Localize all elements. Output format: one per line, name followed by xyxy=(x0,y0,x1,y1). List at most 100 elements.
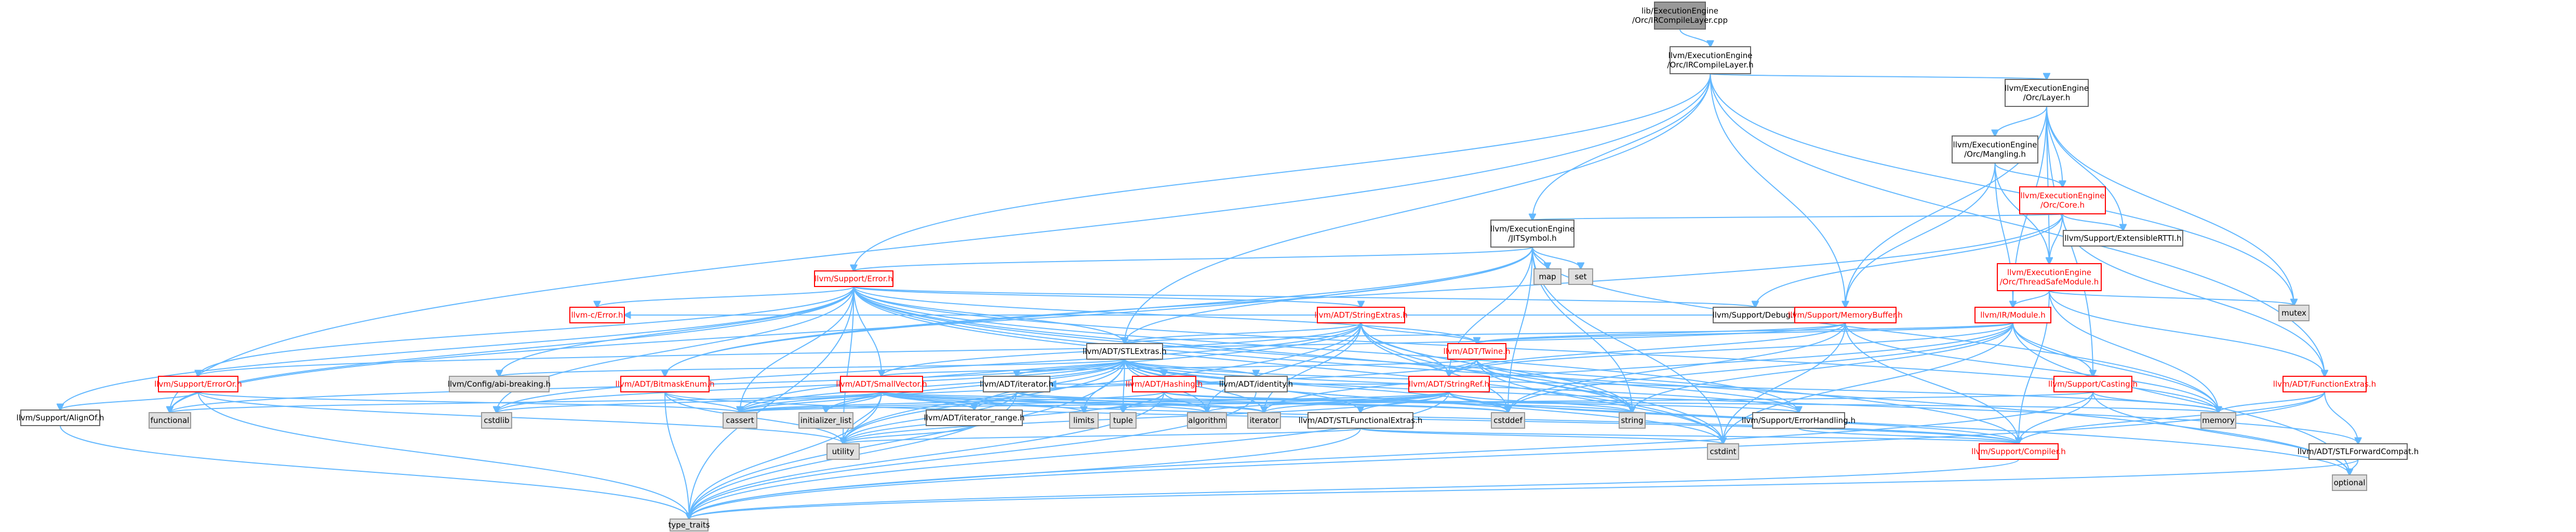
edge-errhandling-to-compiler xyxy=(1798,428,2019,444)
node-strext[interactable]: llvm/ADT/StringExtras.h xyxy=(1314,307,1408,323)
node-stlfunc[interactable]: llvm/ADT/STLFunctionalExtras.h xyxy=(1299,412,1423,429)
edge-stringref-to-limits xyxy=(1084,391,1450,413)
node-irmod[interactable]: llvm/IR/Module.h xyxy=(1974,307,2051,323)
node-label: llvm/Support/Debug.h xyxy=(1713,310,1798,320)
node-erroror[interactable]: llvm/Support/ErrorOr.h xyxy=(154,376,242,392)
node-label: llvm/Support/AlignOf.h xyxy=(16,413,104,422)
edge-error-to-erroror xyxy=(198,286,855,376)
node-label: llvm/ExecutionEngine xyxy=(2021,191,2105,200)
node-extrtti[interactable]: llvm/Support/ExtensibleRTTI.h xyxy=(2063,230,2183,247)
edge-core-to-tsm xyxy=(2049,213,2063,264)
node-functional: functional xyxy=(149,412,191,429)
node-mangling[interactable]: llvm/ExecutionEngine/Orc/Mangling.h xyxy=(1952,135,2038,163)
edge-error-to-string xyxy=(853,286,1633,413)
edge-twine-to-cassert xyxy=(740,359,1477,413)
node-label: llvm/ADT/iterator_range.h xyxy=(924,413,1024,423)
node-box xyxy=(2283,376,2367,392)
node-twine[interactable]: llvm/ADT/Twine.h xyxy=(1443,343,1511,360)
edge-error-to-functional xyxy=(170,286,855,413)
node-itrange[interactable]: llvm/ADT/iterator_range.h xyxy=(924,410,1025,426)
node-box xyxy=(1247,412,1281,429)
node-box xyxy=(1952,135,2038,163)
node-box xyxy=(449,376,550,392)
edge-ircl-to-layer xyxy=(1710,74,2047,79)
edge-erroror-to-cassert xyxy=(197,391,740,413)
node-smallvec[interactable]: llvm/ADT/SmallVector.h xyxy=(836,376,927,392)
edge-erroror-to-typetraits xyxy=(197,391,689,519)
node-memory: memory xyxy=(2200,412,2236,429)
node-label: memory xyxy=(2202,416,2235,425)
node-label: initializer_list xyxy=(800,416,851,426)
node-box xyxy=(1997,263,2102,291)
node-adtiter[interactable]: llvm/ADT/iterator.h xyxy=(980,376,1053,392)
edge-twine-to-errhandling xyxy=(1476,359,1799,413)
node-cerror[interactable]: llvm-c/Error.h xyxy=(569,307,625,323)
edge-jitsym-to-error xyxy=(854,247,1533,271)
node-label: optional xyxy=(2334,478,2366,487)
edge-mangling-to-membuf xyxy=(1846,162,1996,307)
edge-strext-to-string xyxy=(1360,322,1632,413)
edge-ircl-to-functional xyxy=(170,73,1711,413)
edge-smallvec-to-memory xyxy=(881,391,2219,413)
edge-stringref-to-cassert xyxy=(740,391,1450,413)
node-label: tuple xyxy=(1113,416,1133,425)
edge-layer xyxy=(60,29,2358,519)
edge-irmod-to-iterator xyxy=(1264,322,2013,413)
edge-funcext-to-stlfwd xyxy=(2324,391,2358,444)
node-label: algorithm xyxy=(1188,416,1225,425)
node-stlfwd[interactable]: llvm/ADT/STLForwardCompat.h xyxy=(2298,443,2419,460)
edge-strext-to-utility xyxy=(843,322,1362,444)
node-layer[interactable]: llvm/ExecutionEngine/Orc/Layer.h xyxy=(2005,79,2089,107)
node-jitsym[interactable]: llvm/ExecutionEngine/JITSymbol.h xyxy=(1490,220,1574,248)
node-bitmask[interactable]: llvm/ADT/BitmaskEnum.h xyxy=(616,376,715,392)
edge-error-to-optional xyxy=(853,286,2350,475)
edge-irmod-to-string xyxy=(1632,322,2013,413)
edge-error-to-debug xyxy=(853,286,1756,307)
edge-casting-to-optional xyxy=(2092,391,2350,475)
node-ircl[interactable]: llvm/ExecutionEngine/Orc/IRCompileLayer.… xyxy=(1667,46,1754,74)
node-stlext[interactable]: llvm/ADT/STLExtras.h xyxy=(1083,343,1167,360)
node-label: cassert xyxy=(726,416,754,425)
node-core[interactable]: llvm/ExecutionEngine/Orc/Core.h xyxy=(2019,186,2106,214)
node-label: string xyxy=(1621,416,1643,425)
node-stringref[interactable]: llvm/ADT/StringRef.h xyxy=(1408,376,1490,392)
node-box xyxy=(2063,230,2183,247)
node-error[interactable]: llvm/Support/Error.h xyxy=(814,270,893,287)
edge-bitmask-to-typetraits xyxy=(664,391,689,519)
edge-error-to-confbreak xyxy=(499,286,855,376)
node-iterator: iterator xyxy=(1247,412,1281,429)
node-label: llvm/ExecutionEngine xyxy=(1490,224,1574,234)
node-cstdint: cstdint xyxy=(1707,443,1739,460)
node-membuf[interactable]: llvm/Support/MemoryBuffer.h xyxy=(1788,307,1903,323)
node-box xyxy=(723,412,757,429)
node-alignof[interactable]: llvm/Support/AlignOf.h xyxy=(16,410,104,426)
node-label: llvm/ExecutionEngine xyxy=(2005,84,2089,93)
edge-erroror-to-alignof xyxy=(60,391,199,410)
node-box xyxy=(1654,2,1706,30)
node-label: /Orc/IRCompileLayer.cpp xyxy=(1632,16,1728,25)
node-identity[interactable]: llvm/ADT/identity.h xyxy=(1219,376,1293,392)
node-box xyxy=(1670,46,1751,74)
edge-error-to-cerror xyxy=(597,286,855,307)
node-errhandling[interactable]: llvm/Support/ErrorHandling.h xyxy=(1742,412,1856,429)
edge-membuf-to-twine xyxy=(1477,322,1846,344)
node-label: llvm/ADT/STLFunctionalExtras.h xyxy=(1299,416,1423,425)
node-compiler[interactable]: llvm/Support/Compiler.h xyxy=(1971,443,2066,460)
node-cstdlib: cstdlib xyxy=(481,412,512,429)
edge-smallvec-to-itrange xyxy=(881,391,975,410)
node-casting[interactable]: llvm/Support/Casting.h xyxy=(2048,376,2138,392)
node-funcext[interactable]: llvm/ADT/FunctionExtras.h xyxy=(2273,376,2376,392)
node-box xyxy=(1752,412,1845,429)
edge-membuf-to-cstddef xyxy=(1508,322,1846,413)
node-box xyxy=(1187,412,1227,429)
node-box xyxy=(2308,443,2408,460)
node-tsm[interactable]: llvm/ExecutionEngine/Orc/ThreadSafeModul… xyxy=(1997,263,2102,291)
node-box xyxy=(1224,376,1288,392)
edge-stlfunc-to-typetraits xyxy=(689,428,1361,519)
edge-irmod-to-casting xyxy=(2012,322,2093,376)
node-label: llvm/ADT/iterator.h xyxy=(980,379,1053,389)
node-hashing[interactable]: llvm/ADT/Hashing.h xyxy=(1126,376,1203,392)
node-debug[interactable]: llvm/Support/Debug.h xyxy=(1713,307,1798,323)
node-label: type_traits xyxy=(668,521,710,530)
